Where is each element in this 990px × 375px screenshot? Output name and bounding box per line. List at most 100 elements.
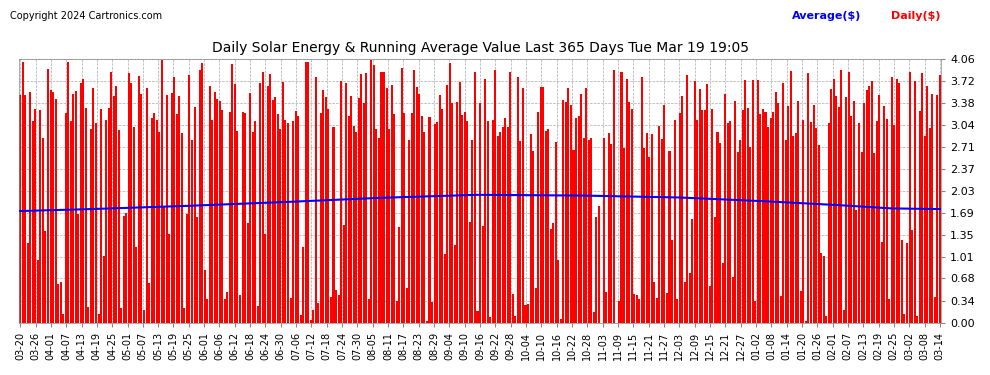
- Bar: [320, 113, 322, 322]
- Bar: [57, 284, 59, 322]
- Bar: [479, 103, 481, 322]
- Bar: [785, 140, 787, 322]
- Bar: [919, 111, 921, 322]
- Bar: [414, 70, 416, 322]
- Bar: [461, 115, 463, 322]
- Bar: [458, 82, 460, 322]
- Bar: [911, 231, 913, 322]
- Bar: [648, 157, 650, 322]
- Bar: [292, 122, 294, 322]
- Bar: [492, 120, 494, 322]
- Bar: [658, 126, 660, 322]
- Bar: [346, 82, 347, 322]
- Bar: [30, 92, 32, 322]
- Bar: [347, 116, 349, 322]
- Bar: [141, 94, 143, 322]
- Bar: [833, 79, 835, 322]
- Bar: [547, 129, 549, 322]
- Bar: [216, 99, 218, 322]
- Bar: [261, 72, 263, 322]
- Bar: [22, 62, 24, 322]
- Bar: [183, 308, 185, 322]
- Bar: [847, 72, 849, 322]
- Bar: [67, 63, 69, 322]
- Bar: [790, 71, 792, 322]
- Bar: [858, 123, 860, 322]
- Bar: [888, 299, 890, 322]
- Bar: [439, 95, 441, 322]
- Bar: [782, 82, 784, 322]
- Bar: [416, 87, 418, 322]
- Bar: [282, 82, 284, 322]
- Bar: [45, 231, 47, 322]
- Bar: [611, 144, 613, 322]
- Bar: [466, 122, 468, 322]
- Bar: [310, 320, 312, 322]
- Bar: [628, 102, 630, 322]
- Bar: [497, 136, 499, 322]
- Bar: [436, 122, 439, 322]
- Bar: [803, 120, 805, 322]
- Bar: [585, 88, 587, 322]
- Bar: [691, 219, 693, 322]
- Bar: [158, 132, 160, 322]
- Bar: [712, 109, 714, 322]
- Bar: [927, 87, 929, 322]
- Bar: [385, 88, 387, 322]
- Bar: [820, 253, 822, 322]
- Bar: [901, 240, 903, 322]
- Bar: [54, 99, 56, 322]
- Bar: [62, 314, 64, 322]
- Bar: [343, 225, 345, 322]
- Bar: [357, 98, 359, 322]
- Bar: [446, 85, 448, 322]
- Bar: [494, 70, 496, 322]
- Bar: [818, 145, 820, 322]
- Bar: [37, 260, 39, 322]
- Bar: [234, 84, 236, 322]
- Bar: [350, 96, 352, 322]
- Bar: [398, 226, 400, 322]
- Bar: [196, 217, 198, 322]
- Bar: [40, 111, 42, 322]
- Bar: [224, 299, 226, 322]
- Bar: [532, 152, 534, 322]
- Bar: [815, 128, 817, 322]
- Bar: [774, 92, 776, 322]
- Bar: [431, 303, 433, 322]
- Bar: [696, 120, 698, 322]
- Bar: [19, 95, 21, 322]
- Bar: [724, 94, 726, 322]
- Bar: [330, 297, 332, 322]
- Bar: [411, 113, 413, 322]
- Bar: [777, 103, 779, 322]
- Bar: [90, 129, 92, 322]
- Bar: [47, 69, 50, 322]
- Bar: [535, 288, 537, 322]
- Text: Average($): Average($): [792, 11, 861, 21]
- Bar: [146, 88, 148, 322]
- Bar: [85, 108, 87, 322]
- Bar: [663, 105, 665, 322]
- Bar: [719, 143, 721, 322]
- Bar: [605, 292, 607, 322]
- Bar: [608, 132, 610, 322]
- Bar: [323, 90, 325, 322]
- Bar: [893, 125, 895, 322]
- Bar: [143, 310, 145, 322]
- Bar: [150, 118, 152, 322]
- Bar: [239, 295, 241, 322]
- Title: Daily Solar Energy & Running Average Value Last 365 Days Tue Mar 19 19:05: Daily Solar Energy & Running Average Val…: [212, 41, 748, 55]
- Bar: [932, 94, 934, 322]
- Bar: [582, 138, 585, 322]
- Bar: [520, 141, 522, 322]
- Bar: [515, 316, 517, 322]
- Bar: [434, 124, 436, 322]
- Bar: [163, 206, 165, 322]
- Bar: [222, 111, 224, 322]
- Bar: [269, 74, 271, 322]
- Bar: [118, 130, 120, 322]
- Bar: [110, 72, 112, 322]
- Bar: [373, 65, 375, 322]
- Bar: [272, 100, 274, 322]
